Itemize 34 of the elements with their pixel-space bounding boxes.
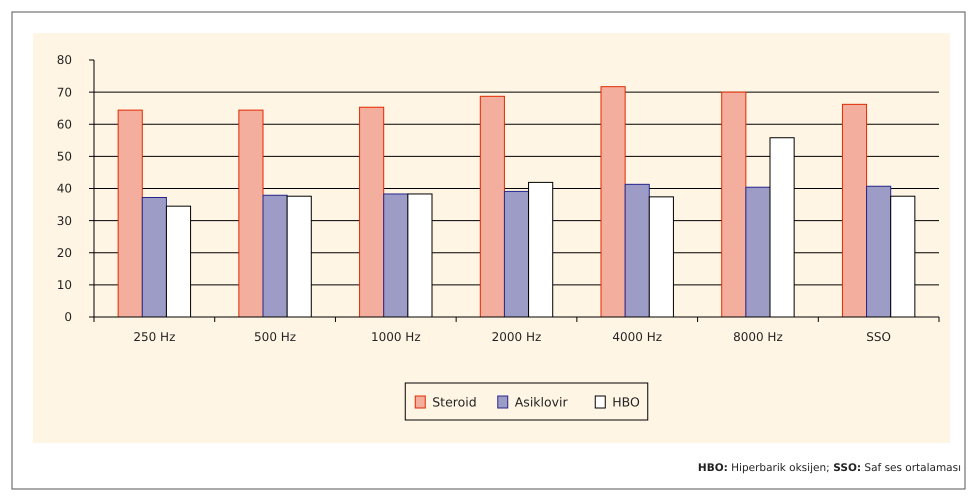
y-tick-label: 50 [56, 150, 72, 164]
bar [238, 110, 264, 318]
legend-label: HBO [612, 394, 640, 410]
legend-label: Steroid [432, 394, 477, 410]
y-tick-label: 40 [56, 182, 72, 196]
y-tick-label: 80 [56, 53, 72, 68]
y-tick-label: 20 [56, 246, 72, 260]
legend-label: Asiklovir [514, 394, 569, 410]
x-tick-label: 500 Hz [254, 330, 296, 344]
bar [600, 86, 626, 318]
bar [504, 190, 530, 318]
y-tick-label: 30 [56, 214, 72, 228]
bar [480, 96, 505, 318]
bar [842, 104, 868, 318]
bar [383, 193, 408, 318]
bar [745, 186, 770, 318]
bar [359, 106, 384, 318]
bar [262, 194, 288, 318]
bar [866, 186, 892, 318]
bar [721, 92, 746, 318]
x-tick-label: SSO [866, 330, 891, 344]
text: HBO: Hiperbarik oksijen; SSO: Saf ses ortalaması [698, 462, 961, 474]
x-tick-label: 2000 Hz [492, 330, 542, 344]
bar [118, 110, 143, 318]
x-tick-label: 1000 Hz [370, 330, 421, 344]
y-tick-label: 0 [64, 310, 72, 324]
y-tick-label: 10 [56, 278, 72, 292]
bar [624, 184, 650, 318]
bar [142, 196, 167, 318]
x-tick-label: 8000 Hz [733, 330, 783, 344]
y-tick-label: 70 [56, 85, 72, 100]
x-tick-label: 4000 Hz [612, 330, 662, 344]
x-tick-label: 250 Hz [133, 330, 176, 344]
y-tick-label: 60 [56, 117, 72, 132]
